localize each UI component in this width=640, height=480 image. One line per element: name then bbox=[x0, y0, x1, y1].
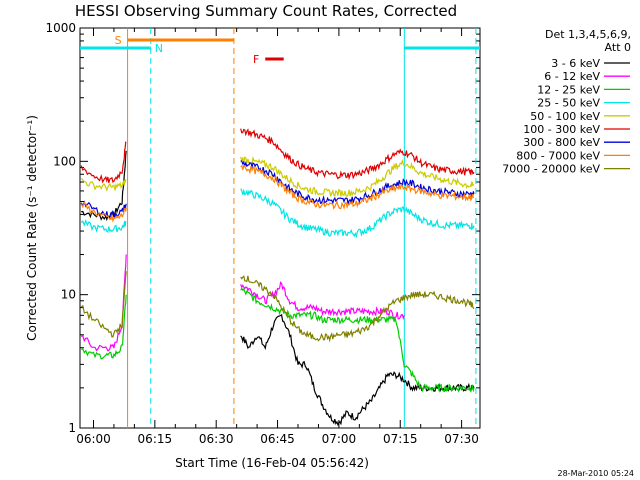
x-tick-label: 06:00 bbox=[76, 432, 111, 446]
legend-label: 3 - 6 keV bbox=[551, 57, 600, 70]
footer-timestamp: 28-Mar-2010 05:24 bbox=[558, 469, 635, 478]
series-line-100-300-kev bbox=[80, 141, 127, 184]
series-line-25-50-kev bbox=[240, 188, 475, 239]
y-axis-label: Corrected Count Rate (s⁻¹ detector⁻¹) bbox=[25, 115, 39, 341]
x-tick-label: 06:15 bbox=[138, 432, 173, 446]
flag-label-f: F bbox=[253, 53, 259, 66]
legend-label: 7000 - 20000 keV bbox=[502, 163, 600, 176]
plot-frame bbox=[79, 27, 481, 429]
flag-label-s: S bbox=[115, 34, 122, 47]
y-tick-label: 1 bbox=[68, 421, 76, 435]
plot-area: 1 10 100 1000 06:00 06:15 06:30 06:45 07:00 07:15… bbox=[45, 21, 481, 446]
series-line-6-12-kev bbox=[80, 254, 127, 352]
series-line-12-25-kev bbox=[80, 294, 127, 360]
x-tick-label: 07:30 bbox=[444, 432, 479, 446]
series-line-7000-20000-kev bbox=[80, 271, 127, 338]
x-tick-label: 07:00 bbox=[322, 432, 357, 446]
plot-content bbox=[80, 28, 480, 428]
y-tick-label: 100 bbox=[53, 154, 76, 168]
legend-label: 12 - 25 keV bbox=[537, 83, 600, 96]
legend-label: 800 - 7000 keV bbox=[516, 149, 600, 162]
chart-title: HESSI Observing Summary Count Rates, Cor… bbox=[75, 2, 457, 20]
x-tick-label: 07:15 bbox=[383, 432, 418, 446]
legend-header-attenuator: Att 0 bbox=[605, 41, 631, 54]
x-axis-label: Start Time (16-Feb-04 05:56:42) bbox=[175, 456, 369, 470]
x-tick-label: 06:30 bbox=[199, 432, 234, 446]
legend-label: 100 - 300 keV bbox=[523, 123, 600, 136]
series-line-25-50-kev bbox=[80, 219, 127, 234]
legend-label: 25 - 50 keV bbox=[537, 97, 600, 110]
series-line-300-800-kev bbox=[240, 160, 475, 206]
series-line-50-100-kev bbox=[240, 156, 475, 198]
legend-label: 300 - 800 keV bbox=[523, 136, 600, 149]
series-line-12-25-kev bbox=[240, 287, 475, 393]
x-tick-label: 06:45 bbox=[260, 432, 295, 446]
series-line-6-12-kev bbox=[240, 281, 405, 320]
series-line-300-800-kev bbox=[80, 200, 127, 219]
legend-header-detectors: Det 1,3,4,5,6,9, bbox=[545, 28, 631, 41]
y-tick-label: 10 bbox=[61, 288, 76, 302]
y-tick-label: 1000 bbox=[45, 21, 76, 35]
series-line-800-7000-kev bbox=[240, 164, 475, 210]
legend-label: 50 - 100 keV bbox=[530, 110, 600, 123]
series-line-100-300-kev bbox=[240, 128, 475, 181]
series-line-7000-20000-kev bbox=[240, 275, 475, 343]
series-line-50-100-kev bbox=[80, 178, 127, 192]
series-line-800-7000-kev bbox=[80, 201, 127, 223]
flag-label-n: N bbox=[155, 42, 163, 55]
legend-label: 6 - 12 keV bbox=[544, 70, 600, 83]
